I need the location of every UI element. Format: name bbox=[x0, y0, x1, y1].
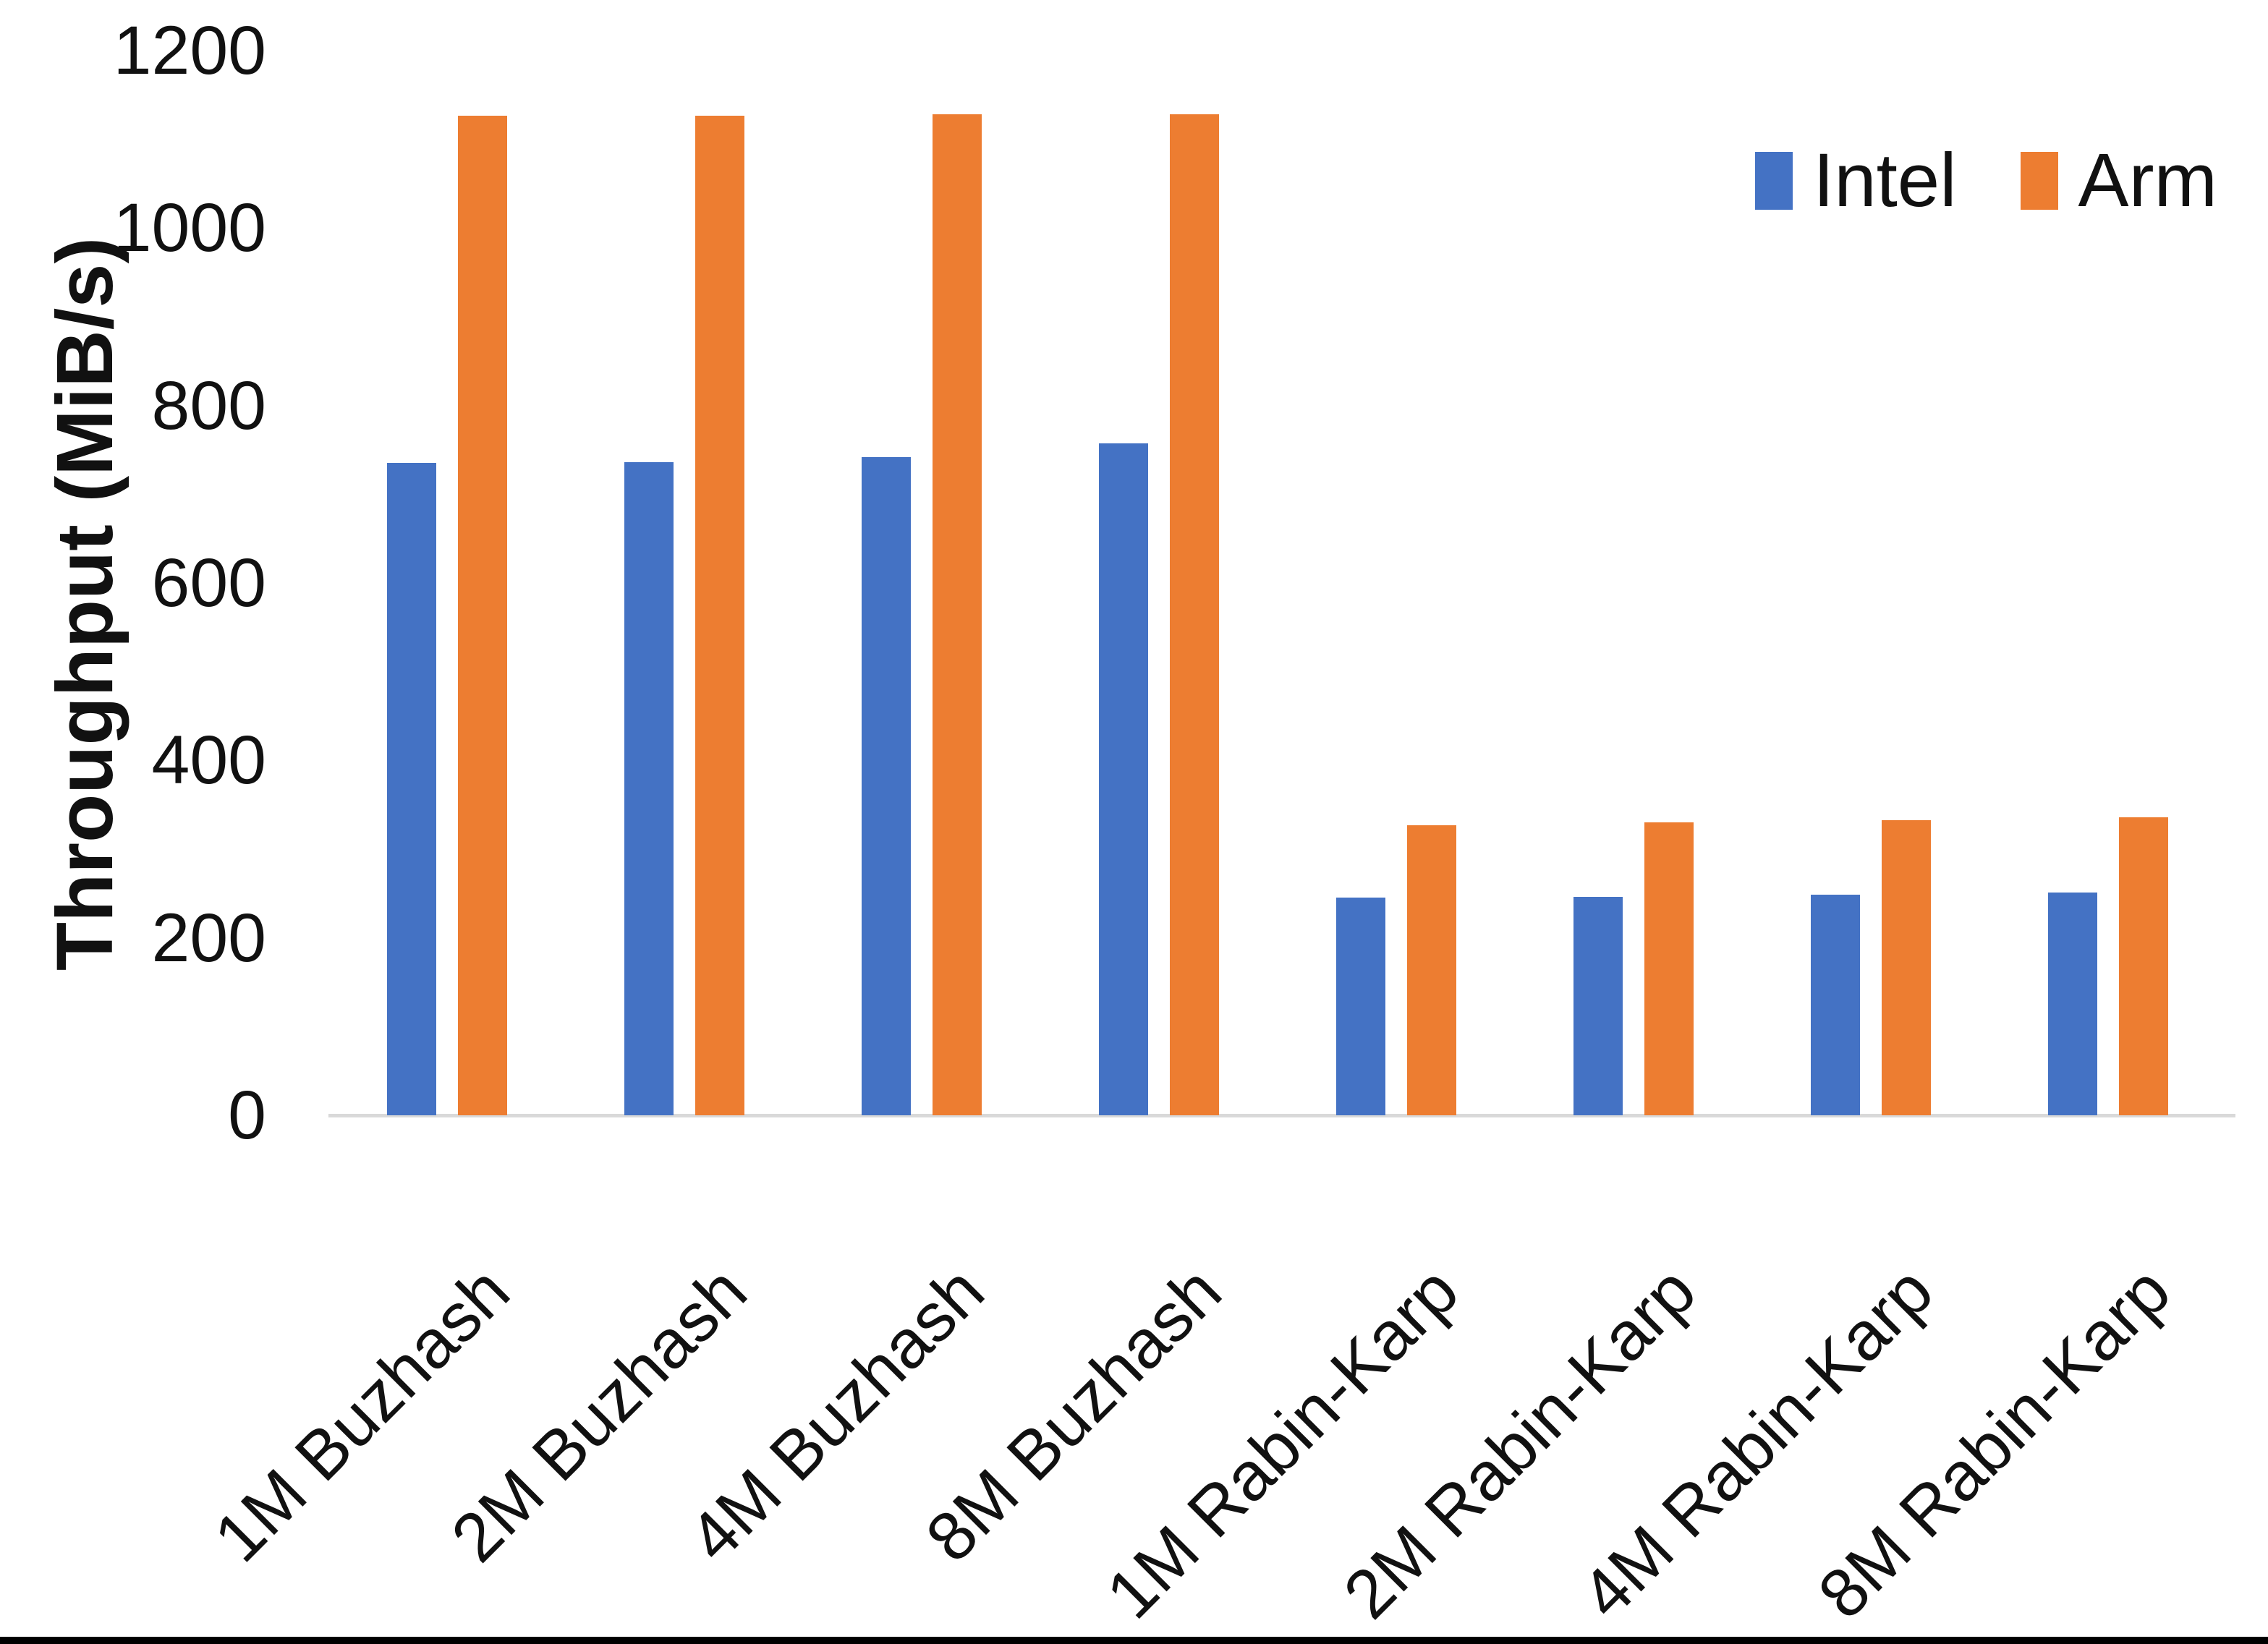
bar-intel-1m-buzhash bbox=[387, 463, 436, 1115]
legend-item-arm: Arm bbox=[2020, 137, 2217, 224]
bar-arm-2m-rabin-karp bbox=[1644, 822, 1694, 1115]
bar-intel-2m-buzhash bbox=[624, 462, 674, 1115]
bar-arm-8m-rabin-karp bbox=[2119, 817, 2168, 1115]
bar-intel-1m-rabin-karp bbox=[1336, 898, 1385, 1115]
y-tick-label-800: 800 bbox=[151, 367, 266, 444]
bar-arm-1m-buzhash bbox=[458, 116, 507, 1115]
y-tick-label-0: 0 bbox=[228, 1077, 266, 1154]
bar-arm-1m-rabin-karp bbox=[1407, 825, 1456, 1115]
bar-arm-8m-buzhash bbox=[1170, 114, 1219, 1115]
y-tick-label-1200: 1200 bbox=[113, 12, 266, 89]
bar-arm-4m-rabin-karp bbox=[1882, 820, 1931, 1115]
y-tick-label-1000: 1000 bbox=[113, 189, 266, 267]
bottom-border-line bbox=[0, 1637, 2268, 1644]
legend-swatch-arm bbox=[2020, 152, 2058, 210]
legend-label-arm: Arm bbox=[2078, 138, 2217, 223]
y-tick-label-200: 200 bbox=[151, 899, 266, 976]
bar-arm-4m-buzhash bbox=[933, 114, 982, 1115]
legend-swatch-intel bbox=[1755, 152, 1793, 210]
x-axis-line bbox=[328, 1114, 2235, 1117]
bar-arm-2m-buzhash bbox=[695, 116, 744, 1115]
bar-intel-8m-buzhash bbox=[1099, 443, 1148, 1115]
y-tick-label-600: 600 bbox=[151, 545, 266, 621]
legend: Intel Arm bbox=[1755, 137, 2217, 224]
bar-intel-2m-rabin-karp bbox=[1573, 897, 1623, 1115]
legend-label-intel: Intel bbox=[1813, 138, 1957, 223]
y-tick-label-400: 400 bbox=[151, 722, 266, 799]
bar-intel-8m-rabin-karp bbox=[2048, 893, 2097, 1115]
legend-item-intel: Intel bbox=[1755, 137, 1957, 224]
bar-intel-4m-rabin-karp bbox=[1811, 895, 1860, 1115]
bar-intel-4m-buzhash bbox=[862, 457, 911, 1115]
